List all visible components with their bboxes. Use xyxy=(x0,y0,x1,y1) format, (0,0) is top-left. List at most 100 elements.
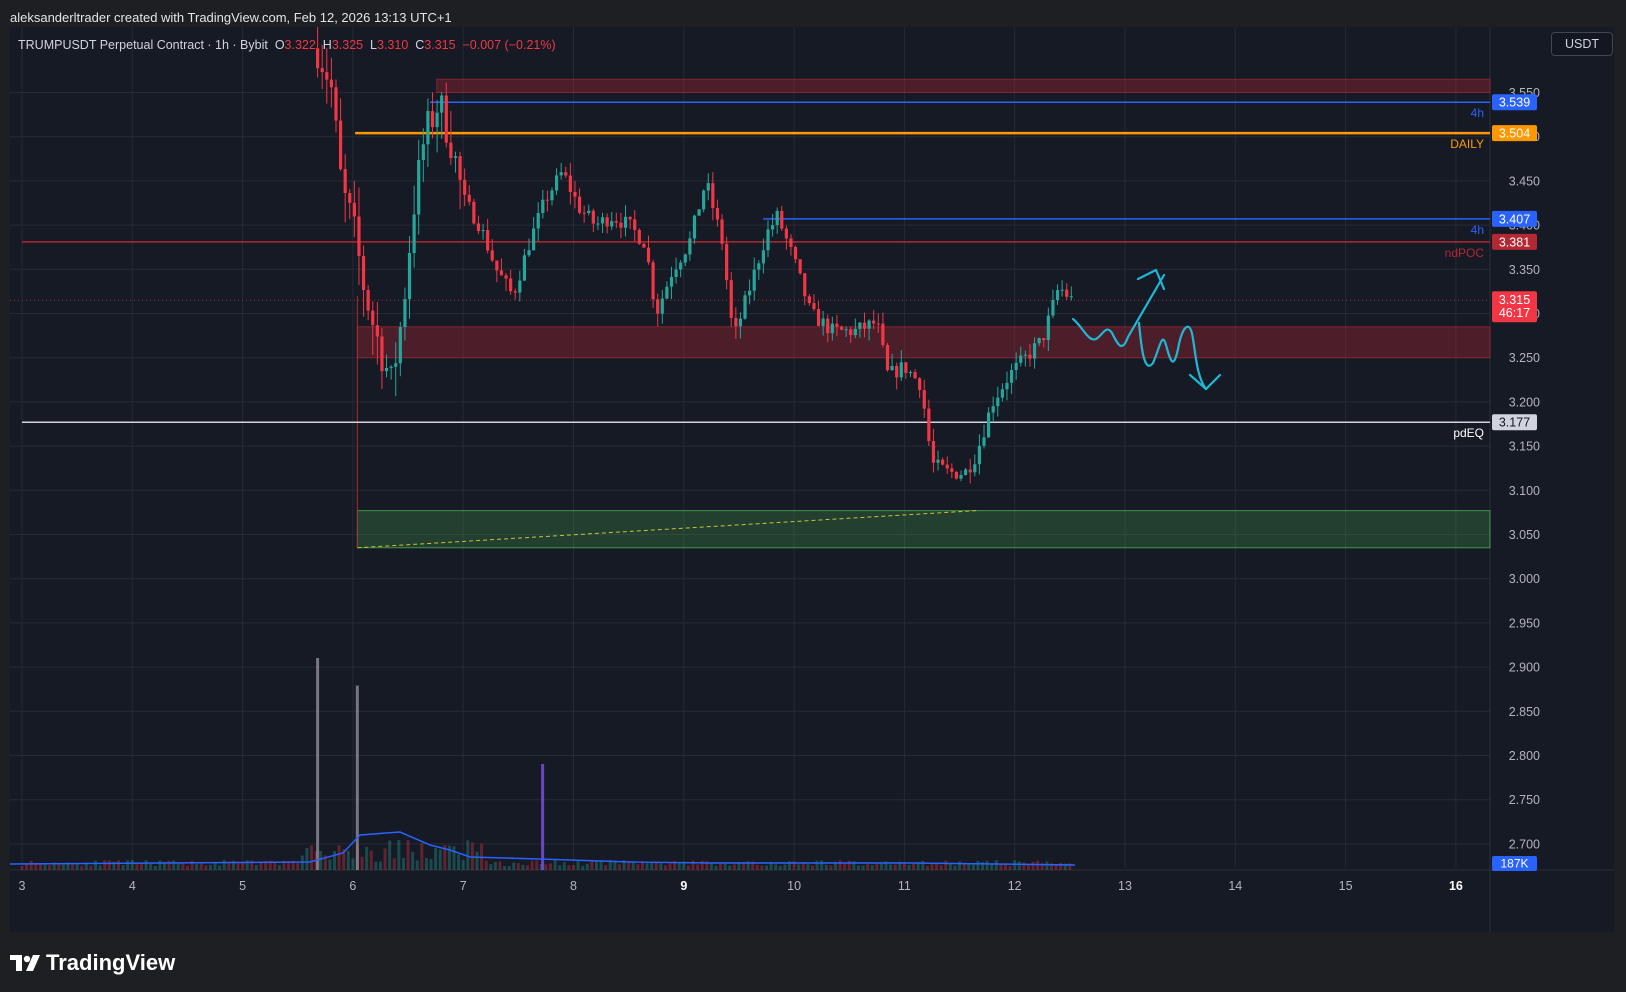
volume-bar xyxy=(613,861,617,870)
price-tick-label: 3.450 xyxy=(1509,174,1540,188)
volume-bar xyxy=(599,861,603,870)
volume-bar xyxy=(457,854,461,870)
volume-bar xyxy=(889,864,893,870)
candle-body xyxy=(775,210,779,226)
candle-body xyxy=(986,412,991,438)
volume-bar xyxy=(861,865,865,870)
volume-bar xyxy=(360,856,364,870)
candle-body xyxy=(679,262,683,270)
chart-legend: TRUMPUSDT Perpetual Contract · 1h · Bybi… xyxy=(18,38,556,52)
volume-bar xyxy=(797,864,801,870)
candle-body xyxy=(844,329,848,331)
volume-bar xyxy=(25,864,29,870)
volume-bar xyxy=(581,865,585,870)
volume-bar xyxy=(61,864,65,870)
candle-body xyxy=(922,390,926,409)
volume-bar xyxy=(1040,863,1044,870)
down-arrow-icon xyxy=(1188,373,1222,391)
volume-bar xyxy=(397,840,401,870)
volume-bar xyxy=(512,862,516,870)
volume-bar xyxy=(788,861,792,870)
candle-body xyxy=(587,210,591,213)
volume-bar xyxy=(84,862,88,870)
plot-background xyxy=(10,27,1614,932)
candle-body xyxy=(720,219,724,244)
candle-body xyxy=(1069,296,1073,298)
candle-body xyxy=(1032,343,1037,359)
candle-body xyxy=(325,72,329,80)
close-value: 3.315 xyxy=(424,38,456,52)
volume-bar xyxy=(530,860,534,870)
volume-bar xyxy=(429,858,433,870)
volume-bar xyxy=(719,863,723,870)
volume-bar xyxy=(925,865,929,870)
volume-bar xyxy=(503,865,507,870)
volume-bar xyxy=(760,865,764,870)
volume-bar xyxy=(222,860,226,870)
volume-bar xyxy=(663,865,667,870)
volume-bar xyxy=(976,860,980,870)
volume-bar xyxy=(535,860,539,870)
volume-bar xyxy=(948,863,952,870)
volume-bar xyxy=(971,864,975,870)
price-tick-label: 2.800 xyxy=(1509,749,1540,763)
candle-body xyxy=(936,459,940,463)
volume-bar xyxy=(71,863,75,870)
candle-body xyxy=(830,323,834,334)
volume-bar xyxy=(866,863,870,870)
price-chart[interactable]: 4hDAILY4hndPOCpdEQ3.5503.5003.4503.4003.… xyxy=(10,27,1614,932)
candle-body xyxy=(591,210,595,224)
volume-bar xyxy=(999,864,1003,870)
volume-bar xyxy=(507,865,511,870)
candle-body xyxy=(605,217,609,227)
currency-button[interactable]: USDT xyxy=(1551,32,1613,56)
symbol-info[interactable]: TRUMPUSDT Perpetual Contract · 1h · Bybi… xyxy=(18,38,268,52)
price-tick-label: 3.250 xyxy=(1509,351,1540,365)
volume-bar xyxy=(149,863,153,870)
candle-body xyxy=(1014,362,1018,370)
volume-bar xyxy=(939,865,943,870)
level-label: pdEQ xyxy=(1453,426,1484,440)
price-tag-label: 3.504 xyxy=(1499,127,1530,141)
time-tick-label: 16 xyxy=(1449,879,1463,893)
candle-body xyxy=(1046,315,1050,341)
volume-bar xyxy=(424,857,428,870)
candle-body xyxy=(1042,338,1046,341)
candle-body xyxy=(711,183,715,209)
volume-bar xyxy=(875,862,879,870)
volume-bar xyxy=(815,860,819,870)
candles xyxy=(316,27,1073,484)
candle-body xyxy=(476,223,481,231)
volume-bar xyxy=(34,862,38,870)
volume-bar xyxy=(241,862,245,870)
price-tag xyxy=(1492,414,1537,431)
candle-body xyxy=(982,437,986,446)
candle-body xyxy=(918,378,922,391)
volume-bar xyxy=(112,861,116,870)
candle-body xyxy=(453,156,458,159)
volume-bar xyxy=(521,864,525,870)
volume-bar xyxy=(526,865,530,870)
volume-bar xyxy=(121,864,125,870)
volume-bar xyxy=(668,863,672,870)
candle-body xyxy=(977,445,982,465)
candle-body xyxy=(628,216,632,220)
volume-bar xyxy=(1059,863,1063,870)
volume-bar xyxy=(682,861,686,870)
volume-bar xyxy=(558,865,562,870)
candle-body xyxy=(702,190,706,210)
volume-bar xyxy=(765,865,769,870)
candle-body xyxy=(522,255,527,281)
volume-bar xyxy=(553,860,557,870)
change-value: −0.007 (−0.21%) xyxy=(462,38,556,52)
volume-bar xyxy=(650,861,654,870)
volume-bar xyxy=(447,845,451,870)
volume-bar xyxy=(181,862,185,870)
level-label: 4h xyxy=(1471,223,1484,237)
volume-bar xyxy=(319,851,323,870)
price-tick-label: 3.150 xyxy=(1509,440,1540,454)
volume-bar xyxy=(130,860,134,870)
volume-bar xyxy=(640,861,644,870)
volume-bar xyxy=(1045,861,1049,870)
volume-tag xyxy=(1492,856,1537,871)
